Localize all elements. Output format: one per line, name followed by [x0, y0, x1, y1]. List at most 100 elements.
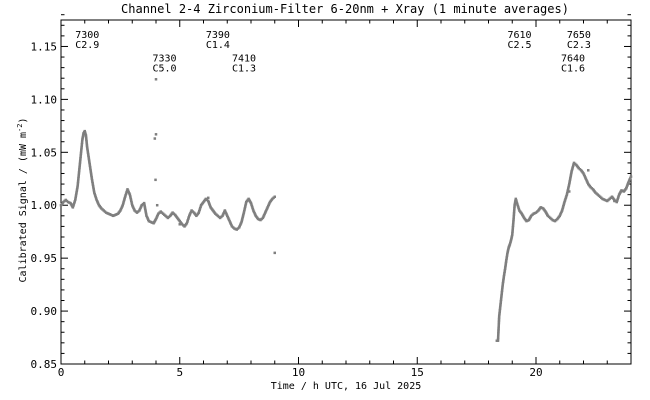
data-point [77, 169, 81, 172]
data-point [188, 214, 191, 218]
data-point [587, 169, 590, 172]
data-point [511, 232, 514, 235]
data-point [80, 146, 83, 149]
data-point [138, 209, 141, 212]
data-point [132, 207, 136, 211]
data-point [227, 218, 231, 222]
data-point [87, 154, 90, 157]
data-point [571, 165, 575, 169]
data-point [500, 289, 504, 292]
data-point [505, 254, 509, 258]
data-point [570, 170, 573, 173]
data-point [568, 178, 572, 182]
data-point [505, 257, 508, 261]
data-point [570, 171, 573, 175]
data-point [86, 152, 90, 156]
x-axis: 0 5 10 15 20 [58, 20, 632, 379]
data-point [263, 212, 266, 216]
data-point [241, 214, 245, 217]
data-point [88, 160, 91, 163]
data-point [512, 219, 515, 223]
data-point [77, 170, 81, 174]
data-point [74, 198, 77, 202]
data-point [505, 259, 508, 262]
data-point [81, 135, 85, 139]
data-point [241, 216, 244, 220]
data-point [503, 271, 506, 275]
data-point [499, 303, 502, 306]
data-point [130, 202, 134, 205]
data-point [85, 139, 88, 143]
data-point [497, 333, 500, 336]
data-point [495, 339, 499, 342]
flare-annotation-line: C1.6 [561, 63, 585, 74]
data-point [569, 177, 572, 180]
data-point [512, 213, 516, 217]
x-tick-label: 15 [411, 366, 424, 379]
data-point [616, 197, 619, 201]
data-point [80, 147, 83, 151]
data-point [513, 208, 516, 212]
flare-annotation-line: C2.3 [567, 40, 591, 51]
data-point [244, 202, 248, 205]
data-point [207, 196, 210, 200]
data-point [242, 212, 245, 216]
data-point [197, 211, 200, 214]
data-point [561, 207, 564, 211]
flare-annotation-line: 7300 [75, 30, 99, 41]
data-point [225, 213, 228, 216]
data-point [78, 160, 82, 163]
data-point [124, 194, 127, 197]
data-point [129, 199, 133, 202]
data-point [79, 153, 83, 157]
data-point [512, 211, 516, 215]
data-point [189, 211, 192, 215]
data-point [237, 226, 241, 229]
data-point [497, 316, 501, 320]
data-point [496, 337, 500, 341]
data-point [77, 172, 81, 176]
data-point [221, 214, 224, 218]
data-point [131, 203, 134, 207]
data-point [559, 211, 563, 215]
data-point [516, 203, 519, 206]
data-point [186, 220, 189, 223]
data-point [504, 263, 507, 266]
data-point [499, 304, 502, 308]
y-axis-label: Calibrated Signal / (mW m-2) [16, 118, 29, 283]
data-point [90, 176, 93, 179]
data-point [207, 202, 211, 205]
data-point [500, 295, 503, 298]
data-point [625, 185, 628, 189]
data-point [512, 218, 515, 221]
data-point [498, 309, 502, 312]
data-point [130, 200, 133, 204]
data-point [513, 201, 517, 204]
data-point [93, 191, 96, 194]
data-point [207, 199, 210, 203]
data-point [84, 135, 88, 139]
data-point [625, 184, 629, 188]
data-point [86, 148, 89, 152]
data-point [189, 210, 193, 214]
data-point [498, 306, 502, 309]
data-point [139, 205, 143, 208]
data-point [497, 315, 501, 318]
data-point [208, 203, 211, 207]
data-point [123, 198, 126, 201]
data-point [85, 144, 89, 147]
data-point [502, 277, 505, 281]
data-point [144, 208, 147, 212]
data-point [500, 292, 503, 295]
data-point [501, 284, 504, 288]
data-point [223, 209, 227, 212]
data-point [569, 174, 573, 177]
data-point [512, 216, 515, 220]
y-axis: 0.85 0.90 0.95 1.00 1.05 1.10 1.15 [31, 14, 631, 371]
data-point [188, 213, 192, 216]
data-point [84, 134, 88, 137]
